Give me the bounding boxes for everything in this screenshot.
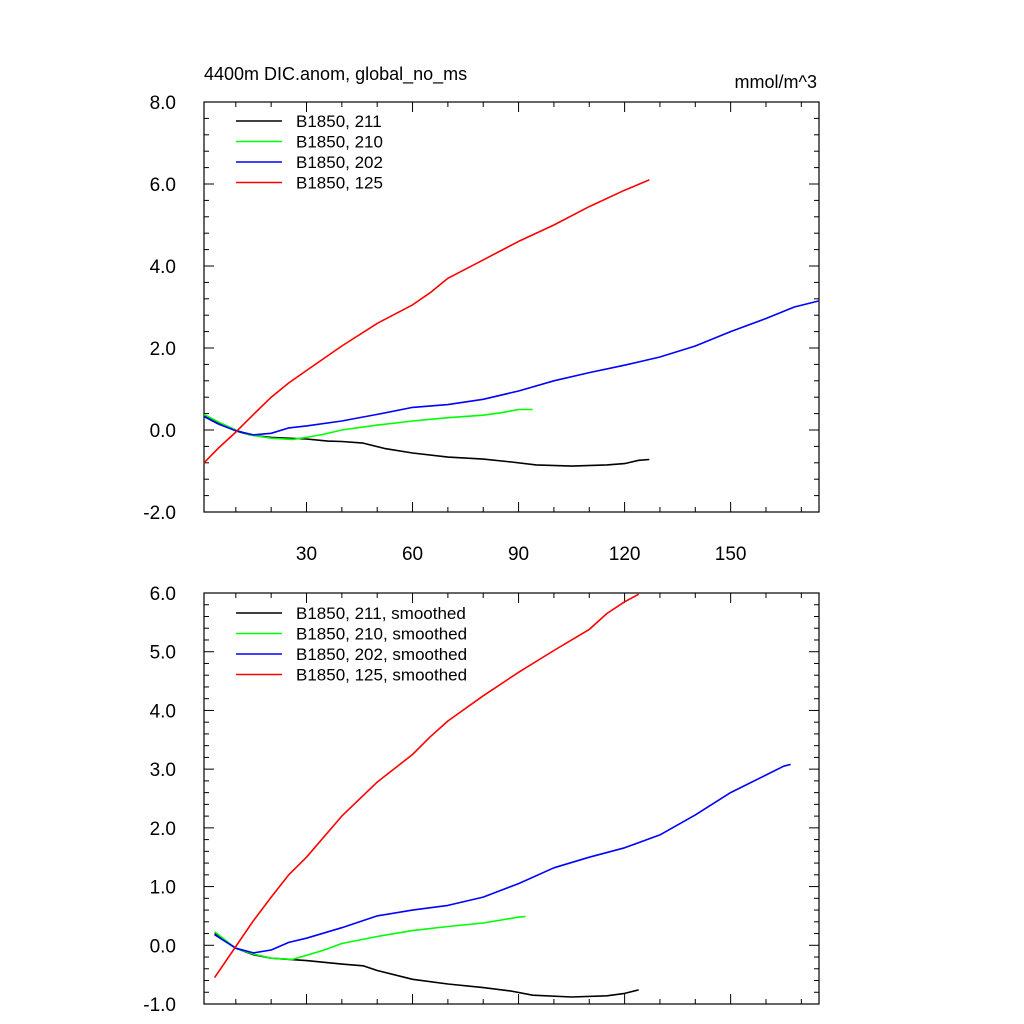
legend-label: B1850, 211, smoothed: [296, 604, 466, 623]
series-line: [214, 915, 526, 961]
x-tick-label: 30: [296, 544, 317, 565]
y-tick-label: -1.0: [143, 995, 176, 1016]
chart-title: 4400m DIC.anom, global_no_ms: [204, 64, 467, 85]
series-line: [213, 593, 640, 979]
series-line: [214, 763, 791, 954]
plot-frame: [203, 592, 820, 1005]
series-line: [214, 932, 639, 998]
y-tick-label: 6.0: [150, 175, 176, 196]
y-tick-label: 2.0: [150, 339, 176, 360]
legend-label: B1850, 125: [296, 174, 383, 193]
units-label: mmol/m^3: [735, 72, 817, 92]
y-tick-label: 8.0: [150, 93, 176, 114]
legend-label: B1850, 202, smoothed: [296, 645, 467, 664]
plot-frame: [203, 101, 820, 513]
y-tick-label: 6.0: [150, 584, 176, 605]
x-tick-label: 120: [609, 544, 641, 565]
y-tick-label: 3.0: [150, 760, 176, 781]
legend-label: B1850, 125, smoothed: [296, 666, 467, 685]
series-line: [203, 300, 820, 436]
x-tick-label: 60: [402, 544, 423, 565]
legend-label: B1850, 211: [296, 112, 382, 131]
y-tick-label: 0.0: [150, 936, 176, 957]
x-tick-label: 90: [508, 544, 529, 565]
y-tick-label: 0.0: [150, 421, 176, 442]
y-tick-label: 5.0: [150, 643, 176, 664]
legend-label: B1850, 210, smoothed: [296, 625, 467, 644]
x-tick-label: 150: [715, 544, 747, 565]
y-tick-label: 4.0: [150, 701, 176, 722]
y-tick-label: 4.0: [150, 257, 176, 278]
bottom-panel: -1.0 0.0 1.0 2.0 3.0 4.0 5.0 6.0 B1850, 211, smo…: [143, 584, 820, 1016]
y-tick-label: -2.0: [143, 503, 176, 524]
y-tick-label: 2.0: [150, 819, 176, 840]
y-tick-label: 1.0: [150, 878, 176, 899]
legend-label: B1850, 202: [296, 153, 383, 172]
legend-label: B1850, 210: [296, 133, 383, 152]
series-line: [203, 414, 650, 467]
top-panel: -2.0 0.0 2.0 4.0 6.0 8.0 30 60 90 120 150 4400m DIC…: [143, 64, 820, 565]
series-line: [203, 179, 650, 464]
